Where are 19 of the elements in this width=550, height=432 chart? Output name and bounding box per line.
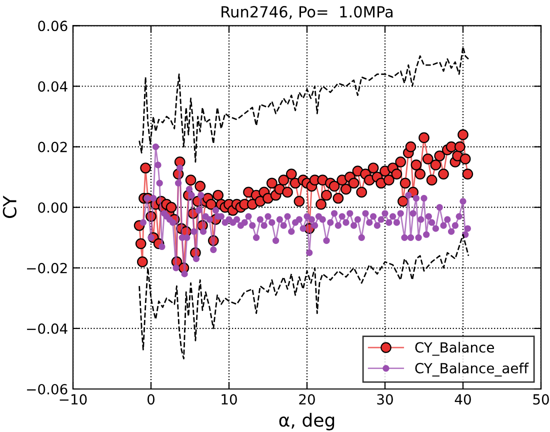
x-tick-label: 10 xyxy=(222,394,237,405)
x-tick-label: −10 xyxy=(60,394,87,405)
y-tick-label: −0.06 xyxy=(27,384,68,394)
legend-label: CY_Balance xyxy=(415,342,494,356)
y-tick-label: 0.06 xyxy=(38,20,68,32)
y-tick-label: −0.04 xyxy=(27,323,68,334)
chart-title: Run2746, Po= 1.0MPa xyxy=(222,6,392,20)
x-tick-label: 20 xyxy=(299,394,315,405)
legend-label: CY_Balance_aeff xyxy=(415,362,529,376)
y-axis-title: CY xyxy=(2,196,17,218)
x-tick-label: 50 xyxy=(533,394,549,405)
y-tick-label: 0.04 xyxy=(38,81,68,92)
y-tick-label: −0.02 xyxy=(27,262,67,274)
y-tick-label: 0.00 xyxy=(38,202,68,213)
x-tick-label: 40 xyxy=(454,394,471,405)
x-tick-label: 30 xyxy=(377,394,393,405)
x-tick-label: 0 xyxy=(147,394,154,405)
y-tick-label: 0.02 xyxy=(38,142,67,152)
x-axis-title: α, deg xyxy=(279,412,334,430)
